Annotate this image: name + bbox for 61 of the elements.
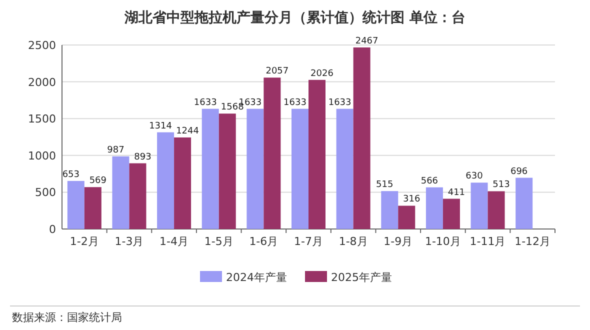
data-label: 1633 (194, 98, 217, 108)
bar (84, 187, 102, 229)
x-tick-label: 1-9月 (384, 235, 413, 248)
bar (246, 108, 264, 229)
y-tick-label: 1000 (28, 149, 56, 162)
x-tick-label: 1-12月 (514, 235, 551, 248)
data-label: 515 (376, 180, 394, 190)
bar (488, 191, 505, 229)
bar (174, 137, 192, 229)
y-tick-label: 2500 (28, 39, 56, 52)
data-label: 569 (89, 176, 107, 186)
bar (112, 156, 130, 229)
bar (218, 114, 236, 229)
bar (292, 108, 308, 229)
source-note: 数据来源：国家统计局 (12, 311, 122, 324)
data-label: 1314 (149, 121, 172, 132)
data-label: 893 (134, 152, 152, 162)
bar (157, 132, 174, 229)
bar (129, 163, 146, 229)
x-tick-label: 1-4月 (160, 235, 189, 248)
bar (67, 180, 84, 229)
x-tick-label: 1-3月 (114, 235, 144, 248)
data-label: 696 (510, 166, 528, 177)
data-label: 1244 (176, 126, 200, 136)
x-tick-label: 1-5月 (204, 235, 234, 248)
bar (516, 178, 533, 229)
bar (398, 206, 416, 229)
data-label: 1633 (284, 98, 306, 108)
x-tick-label: 1-11月 (470, 235, 506, 248)
x-tick-label: 1-10月 (424, 235, 461, 248)
data-label: 630 (466, 172, 484, 182)
data-label: 2057 (266, 66, 289, 77)
bar (202, 108, 219, 229)
x-tick-label: 1-6月 (249, 235, 278, 248)
bar (336, 108, 354, 229)
x-tick-label: 1-7月 (294, 235, 323, 248)
y-tick-label: 0 (49, 223, 56, 236)
legend-label: 2025年产量 (331, 271, 392, 284)
x-tick-label: 1-2月 (70, 235, 99, 248)
data-label: 2467 (355, 36, 378, 46)
data-label: 1633 (328, 98, 352, 108)
bar (426, 187, 443, 229)
data-label: 316 (403, 194, 420, 205)
data-label: 2026 (310, 68, 334, 79)
y-tick-label: 500 (35, 186, 56, 200)
chart-title: 湖北省中型拖拉机产量分月（累计值）统计图 单位：台 (124, 9, 466, 26)
data-label: 411 (448, 188, 466, 198)
data-label: 513 (492, 180, 510, 190)
data-label: 987 (107, 145, 124, 156)
y-tick-label: 1500 (28, 112, 56, 126)
data-label: 566 (420, 176, 438, 186)
bar (381, 191, 398, 229)
bar (308, 80, 326, 229)
x-tick-label: 1-8月 (338, 235, 368, 248)
bar (470, 182, 488, 229)
bar (442, 198, 460, 229)
bar (264, 78, 281, 229)
legend-label: 2024年产量 (226, 271, 287, 284)
data-label: 653 (62, 170, 80, 180)
bar (353, 47, 370, 229)
y-tick-label: 2000 (28, 76, 56, 89)
